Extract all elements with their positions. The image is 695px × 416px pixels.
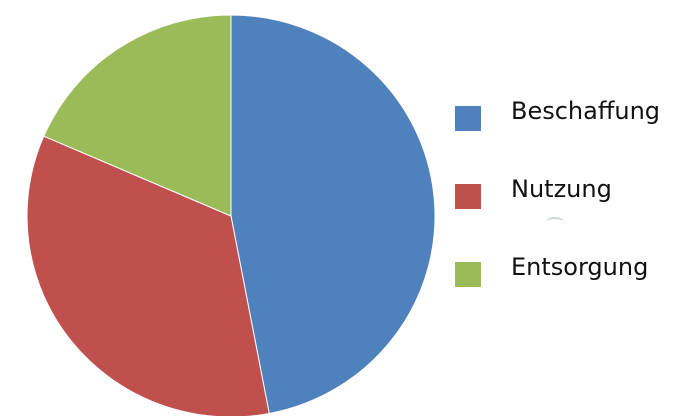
pie-slices: [26, 14, 436, 416]
pie-slice-nutzung: [26, 135, 270, 416]
pie-slice-entsorgung: [43, 14, 232, 217]
pie-slice-beschaffung: [230, 14, 436, 415]
legend-swatch-beschaffung: [455, 106, 481, 131]
legend-label-nutzung: Nutzung: [511, 175, 612, 203]
legend-swatch-entsorgung: [455, 262, 481, 287]
rendering-artifact: [546, 217, 564, 227]
legend-item-entsorgung: Entsorgung: [455, 252, 695, 287]
legend: Beschaffung Nutzung Entsorgung: [455, 96, 695, 287]
legend-item-nutzung: Nutzung: [455, 174, 695, 209]
legend-item-beschaffung: Beschaffung: [455, 96, 695, 131]
legend-label-beschaffung: Beschaffung: [511, 97, 661, 125]
legend-label-entsorgung: Entsorgung: [511, 253, 649, 281]
legend-swatch-nutzung: [455, 184, 481, 209]
